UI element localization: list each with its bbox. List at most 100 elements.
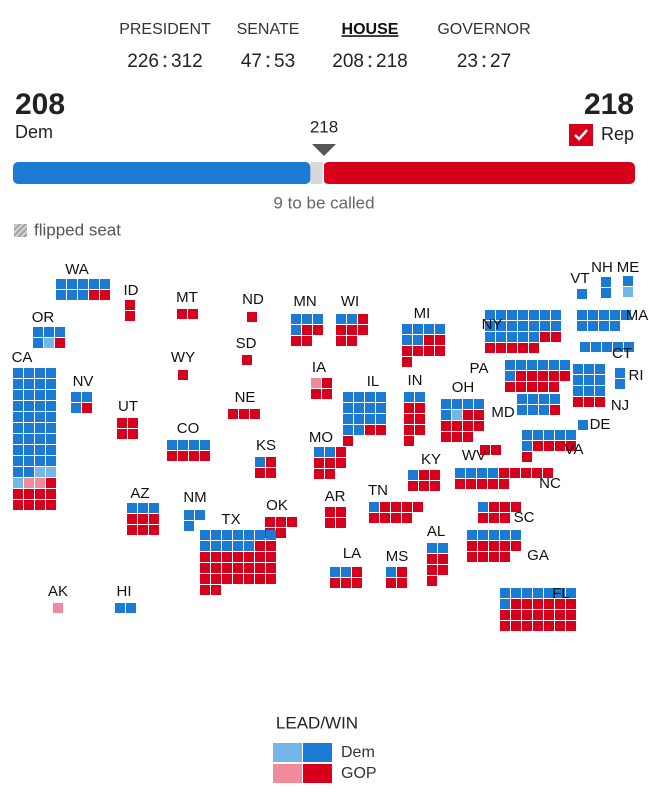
seat	[507, 332, 517, 342]
seat	[354, 403, 364, 413]
seat	[233, 563, 243, 573]
seat	[430, 481, 440, 491]
seat	[533, 610, 543, 620]
seat	[149, 525, 159, 535]
legend-swatch	[273, 764, 302, 783]
seat	[415, 403, 425, 413]
seat	[566, 441, 576, 451]
seat	[521, 468, 531, 478]
seat	[369, 513, 379, 523]
tab-rep: 218	[376, 51, 408, 72]
seat	[195, 510, 205, 520]
seat	[551, 332, 561, 342]
seat	[402, 324, 412, 334]
seat	[455, 479, 465, 489]
seat	[128, 418, 138, 428]
seat	[488, 468, 498, 478]
seat	[200, 541, 210, 551]
tab-label[interactable]: GOVERNOR	[437, 21, 530, 38]
seat	[244, 530, 254, 540]
seat	[573, 364, 583, 374]
state-label: HI	[117, 583, 132, 600]
state-label: AL	[427, 523, 445, 540]
seat	[302, 336, 312, 346]
seat	[467, 530, 477, 540]
seat	[549, 371, 559, 381]
seat	[24, 445, 34, 455]
seat	[35, 445, 45, 455]
seat	[499, 468, 509, 478]
seat	[404, 392, 414, 402]
seat	[500, 621, 510, 631]
seat	[466, 479, 476, 489]
seat	[500, 513, 510, 523]
seat	[89, 279, 99, 289]
seat	[544, 588, 554, 598]
seat	[505, 382, 515, 392]
seat	[365, 414, 375, 424]
seat	[200, 585, 210, 595]
seat	[244, 574, 254, 584]
state-label: TX	[221, 511, 240, 528]
uncalled-label: 9 to be called	[273, 193, 374, 212]
seat	[441, 421, 451, 431]
seat	[222, 563, 232, 573]
seat	[595, 375, 605, 385]
seat	[13, 456, 23, 466]
tab-label[interactable]: PRESIDENT	[119, 21, 211, 38]
seat	[435, 335, 445, 345]
seat	[46, 412, 56, 422]
state-label: RI	[629, 367, 644, 384]
state-label: MS	[386, 548, 409, 565]
seat	[402, 513, 412, 523]
seat	[314, 458, 324, 468]
seat	[211, 563, 221, 573]
seat	[55, 338, 65, 348]
seat	[474, 421, 484, 431]
seat	[13, 445, 23, 455]
seat	[577, 310, 587, 320]
seat	[376, 425, 386, 435]
tab-label[interactable]: SENATE	[237, 21, 300, 38]
seat	[386, 567, 396, 577]
seat	[500, 588, 510, 598]
seat	[266, 552, 276, 562]
seat	[24, 423, 34, 433]
seat	[522, 452, 532, 462]
seat	[126, 603, 136, 613]
seat	[507, 321, 517, 331]
seat	[347, 314, 357, 324]
seat	[480, 445, 490, 455]
seat	[35, 478, 45, 488]
legend-swatch	[303, 743, 332, 762]
seat	[35, 423, 45, 433]
seat	[35, 390, 45, 400]
state-label: LA	[343, 545, 361, 562]
state-label: NY	[482, 316, 503, 333]
seat	[211, 574, 221, 584]
seat	[46, 456, 56, 466]
seat	[255, 563, 265, 573]
seat	[330, 567, 340, 577]
seat	[341, 578, 351, 588]
state-label: SC	[514, 509, 535, 526]
seat	[522, 441, 532, 451]
seat	[352, 567, 362, 577]
seat	[380, 513, 390, 523]
seat	[233, 574, 243, 584]
seat	[247, 312, 257, 322]
seat	[354, 392, 364, 402]
seat	[211, 541, 221, 551]
seat	[13, 478, 23, 488]
seat	[287, 517, 297, 527]
seat	[291, 314, 301, 324]
state-label: WA	[65, 261, 89, 278]
tab-rep: 27	[490, 51, 511, 72]
seat	[413, 324, 423, 334]
seat	[138, 503, 148, 513]
seat	[549, 360, 559, 370]
seat	[336, 336, 346, 346]
tab-rep: 53	[274, 51, 295, 72]
seat	[138, 514, 148, 524]
seat	[242, 355, 252, 365]
